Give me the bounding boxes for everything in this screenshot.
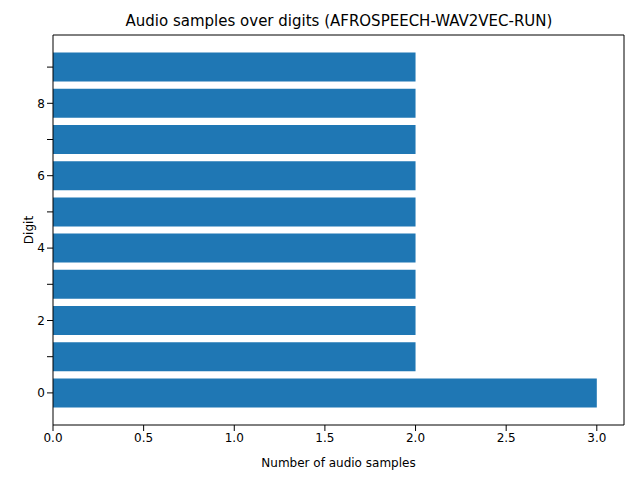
svg-text:2.0: 2.0 [406,431,425,445]
svg-text:Number of audio samples: Number of audio samples [261,456,415,470]
svg-text:0: 0 [37,386,45,400]
svg-text:0.5: 0.5 [134,431,153,445]
svg-text:4: 4 [37,241,45,255]
svg-text:8: 8 [37,97,45,111]
svg-text:0.0: 0.0 [43,431,62,445]
svg-text:2.5: 2.5 [497,431,516,445]
svg-text:2: 2 [37,314,45,328]
html-text:Audio samples over digits (AFR: Audio samples over digits (AFROSPEECH-WA… [125,12,553,30]
svg-text:Digit: Digit [22,216,36,245]
svg-text:6: 6 [37,169,45,183]
svg-text:1.5: 1.5 [315,431,334,445]
svg-text:1.0: 1.0 [225,431,244,445]
svg-text:3.0: 3.0 [587,431,606,445]
